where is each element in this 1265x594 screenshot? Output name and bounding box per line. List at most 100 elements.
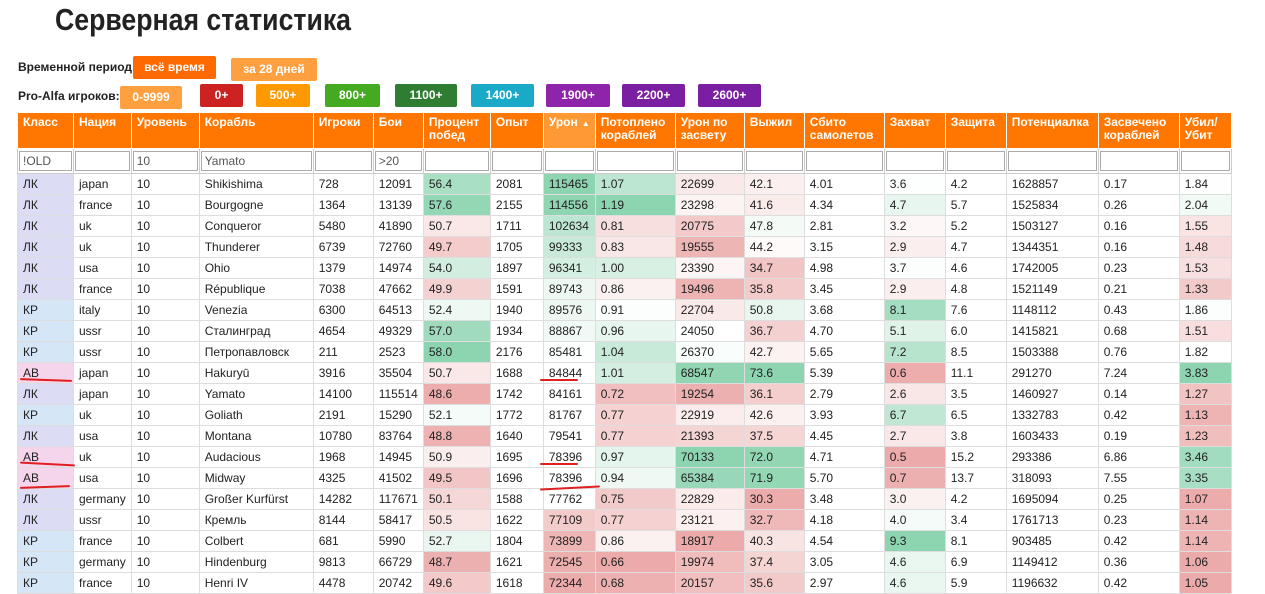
- table-row[interactable]: КР ussr 10 Петропавловск 211 2523 58.0 2176 8548…: [17, 341, 1232, 363]
- column-header[interactable]: Сбито самолетов: [803, 112, 885, 149]
- filter-input[interactable]: [676, 151, 743, 171]
- table-row[interactable]: АВ uk 10 Audacious 1968 14945 50.9 1695 78396 0.9…: [17, 446, 1232, 468]
- filter-input[interactable]: [1180, 151, 1230, 171]
- filter-input[interactable]: [200, 151, 312, 171]
- table-row[interactable]: КР uk 10 Goliath 2191 15290 52.1 1772 81767 0.77 2…: [17, 404, 1232, 426]
- table-row[interactable]: КР france 10 Henri IV 4478 20742 49.6 1618 72344…: [17, 572, 1232, 594]
- filter-input[interactable]: [885, 151, 944, 171]
- filter-input[interactable]: [374, 151, 422, 171]
- filter-input[interactable]: [75, 151, 130, 171]
- table-cell: 2.97: [803, 572, 885, 594]
- table-row[interactable]: ЛК france 10 Bourgogne 1364 13139 57.6 2155 1145…: [17, 194, 1232, 216]
- filter-input[interactable]: [424, 151, 489, 171]
- proalfa-button[interactable]: 1100+: [395, 84, 457, 107]
- table-row[interactable]: КР ussr 10 Сталинград 4654 49329 57.0 1934 88867…: [17, 320, 1232, 342]
- table-cell: 14282: [312, 488, 374, 510]
- table-cell: КР: [17, 530, 74, 552]
- proalfa-button[interactable]: 2200+: [622, 84, 685, 107]
- filter-input[interactable]: [745, 151, 803, 171]
- table-row[interactable]: КР italy 10 Venezia 6300 64513 52.4 1940 89576 0.…: [17, 299, 1232, 321]
- table-cell: 65384: [674, 467, 745, 489]
- table-row[interactable]: АВ japan 10 Hakuryū 3916 35504 50.7 1688 84844 1.…: [17, 362, 1232, 384]
- filter-input[interactable]: [314, 151, 372, 171]
- table-row[interactable]: ЛК japan 10 Shikishima 728 12091 56.4 2081 11546…: [17, 173, 1232, 195]
- proalfa-button[interactable]: 0-9999: [120, 86, 182, 109]
- proalfa-button[interactable]: 1400+: [471, 84, 534, 107]
- filter-input[interactable]: [596, 151, 674, 171]
- table-cell: 81767: [542, 404, 596, 426]
- table-cell: Кремль: [198, 509, 314, 531]
- column-header[interactable]: Засвечено кораблей: [1097, 112, 1180, 149]
- table-cell: 1688: [489, 362, 544, 384]
- filter-input[interactable]: [805, 151, 883, 171]
- column-header[interactable]: Убил/ Убит: [1178, 112, 1232, 149]
- column-header[interactable]: Урон ▲: [542, 112, 596, 149]
- table-cell: 0.14: [1097, 383, 1180, 405]
- table-cell: 115465: [542, 173, 596, 195]
- table-cell: 79541: [542, 425, 596, 447]
- table-cell: 1.14: [1178, 509, 1232, 531]
- table-row[interactable]: ЛК usa 10 Ohio 1379 14974 54.0 1897 96341 1.00 233…: [17, 257, 1232, 279]
- table-cell: КР: [17, 341, 74, 363]
- filter-input[interactable]: [1099, 151, 1178, 171]
- table-cell: Goliath: [198, 404, 314, 426]
- table-row[interactable]: ЛК usa 10 Montana 10780 83764 48.8 1640 79541 0.7…: [17, 425, 1232, 447]
- column-header[interactable]: Потоплено кораблей: [594, 112, 676, 149]
- column-header[interactable]: Уровень: [130, 112, 200, 149]
- column-header[interactable]: Потенциалка: [1005, 112, 1099, 149]
- table-cell: 78396: [542, 467, 596, 489]
- period-button[interactable]: за 28 дней: [231, 58, 317, 81]
- table-cell: 4.34: [803, 194, 885, 216]
- table-row[interactable]: ЛК uk 10 Thunderer 6739 72760 49.7 1705 99333 0.8…: [17, 236, 1232, 258]
- period-button[interactable]: всё время: [133, 56, 216, 79]
- table-cell: 0.23: [1097, 257, 1180, 279]
- column-header[interactable]: Процент побед: [422, 112, 491, 149]
- proalfa-button[interactable]: 800+: [325, 84, 380, 107]
- filter-input[interactable]: [544, 151, 594, 171]
- table-cell: 5.2: [944, 215, 1007, 237]
- column-header[interactable]: Опыт: [489, 112, 544, 149]
- column-header[interactable]: Корабль: [198, 112, 314, 149]
- proalfa-button[interactable]: 500+: [256, 84, 310, 107]
- table-cell: Hakuryū: [198, 362, 314, 384]
- table-row[interactable]: ЛК uk 10 Conqueror 5480 41890 50.7 1711 102634 0.…: [17, 215, 1232, 237]
- table-row[interactable]: АВ usa 10 Midway 4325 41502 49.5 1696 78396 0.94 6…: [17, 467, 1232, 489]
- table-cell: 1.19: [594, 194, 676, 216]
- table-row[interactable]: ЛК germany 10 Großer Kurfürst 14282 117671 50.…: [17, 488, 1232, 510]
- table-cell: 5.70: [803, 467, 885, 489]
- proalfa-button[interactable]: 2600+: [698, 84, 761, 107]
- column-header[interactable]: Игроки: [312, 112, 374, 149]
- filter-input[interactable]: [491, 151, 542, 171]
- table-cell: 0.25: [1097, 488, 1180, 510]
- table-cell: 72.0: [743, 446, 805, 468]
- table-cell: 0.17: [1097, 173, 1180, 195]
- table-row[interactable]: ЛК ussr 10 Кремль 8144 58417 50.5 1622 77109 0.77…: [17, 509, 1232, 531]
- table-row[interactable]: ЛК japan 10 Yamato 14100 115514 48.6 1742 84161 0…: [17, 383, 1232, 405]
- table-cell: 0.75: [594, 488, 676, 510]
- table-cell: 4.0: [883, 509, 946, 531]
- table-cell: ЛК: [17, 488, 74, 510]
- table-cell: 1603433: [1005, 425, 1099, 447]
- column-header[interactable]: Захват: [883, 112, 946, 149]
- table-cell: 26370: [674, 341, 745, 363]
- table-cell: 1.33: [1178, 278, 1232, 300]
- filter-input[interactable]: [19, 151, 72, 171]
- column-header[interactable]: Урон по засвету: [674, 112, 745, 149]
- column-header[interactable]: Класс: [17, 112, 74, 149]
- filter-input[interactable]: [132, 151, 198, 171]
- proalfa-button[interactable]: 1900+: [546, 84, 610, 107]
- column-header[interactable]: Бои: [372, 112, 424, 149]
- table-row[interactable]: КР germany 10 Hindenburg 9813 66729 48.7 1621 72…: [17, 551, 1232, 573]
- filter-input[interactable]: [1007, 151, 1097, 171]
- proalfa-button[interactable]: 0+: [200, 84, 243, 107]
- table-cell: 7.2: [883, 341, 946, 363]
- table-cell: 5.39: [803, 362, 885, 384]
- column-header[interactable]: Нация: [73, 112, 132, 149]
- filter-input[interactable]: [946, 151, 1005, 171]
- table-row[interactable]: ЛК france 10 République 7038 47662 49.9 1591 897…: [17, 278, 1232, 300]
- column-header[interactable]: Выжил: [743, 112, 805, 149]
- table-cell: 1196632: [1005, 572, 1099, 594]
- table-row[interactable]: КР france 10 Colbert 681 5990 52.7 1804 73899 0.8…: [17, 530, 1232, 552]
- column-header[interactable]: Защита: [944, 112, 1007, 149]
- table-cell: 1503388: [1005, 341, 1099, 363]
